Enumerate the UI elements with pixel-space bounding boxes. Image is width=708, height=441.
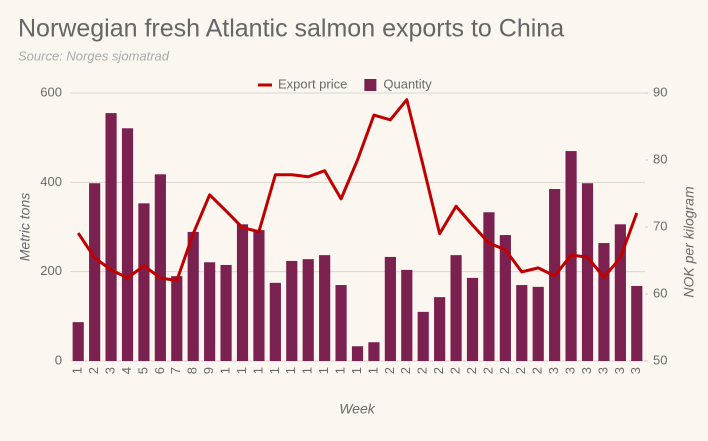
bar xyxy=(384,256,396,361)
bar xyxy=(417,311,429,361)
bar xyxy=(253,230,265,361)
legend-label: Export price xyxy=(278,76,347,91)
bar xyxy=(204,262,216,361)
x-tick-label: 1 xyxy=(234,367,249,374)
x-tick-label: 2 xyxy=(464,367,479,374)
bar xyxy=(335,285,347,361)
x-tick-label: 2 xyxy=(382,367,397,374)
x-tick-label: 1 xyxy=(218,367,233,374)
bar xyxy=(581,183,594,361)
x-tick-label: 1 xyxy=(267,367,282,374)
y-tick-label: 400 xyxy=(40,174,62,189)
x-tick-label: 2 xyxy=(448,367,463,374)
y2-tick-label: 60 xyxy=(653,285,667,300)
bar xyxy=(631,285,643,361)
x-tick-label: 1 xyxy=(349,367,364,374)
x-tick-label: 2 xyxy=(398,367,413,374)
bar xyxy=(466,277,479,361)
x-tick-label: 3 xyxy=(579,367,594,374)
x-tick-label: 1 xyxy=(365,367,380,374)
bar xyxy=(220,264,232,361)
bar xyxy=(121,128,134,361)
x-tick-label: 4 xyxy=(119,367,134,374)
x-tick-label: 3 xyxy=(595,367,610,374)
x-tick-label: 2 xyxy=(480,367,495,374)
bar xyxy=(516,285,528,361)
x-tick-label: 5 xyxy=(135,367,150,374)
legend-swatch xyxy=(364,79,377,91)
x-tick-label: 3 xyxy=(546,367,561,374)
x-tick-label: 2 xyxy=(415,367,430,374)
legend-label: Quantity xyxy=(383,76,432,91)
x-tick-label: 6 xyxy=(152,367,167,374)
bar xyxy=(598,243,610,361)
bar xyxy=(154,174,166,361)
bar xyxy=(302,259,314,361)
y-tick-label: 600 xyxy=(40,84,62,99)
bar xyxy=(351,346,364,361)
chart-title: Norwegian fresh Atlantic salmon exports … xyxy=(18,15,564,43)
bar xyxy=(236,224,249,361)
y2-tick-label: 80 xyxy=(653,151,667,166)
x-tick-label: 2 xyxy=(530,367,545,374)
x-tick-label: 2 xyxy=(431,367,446,374)
x-tick-label: 1 xyxy=(333,367,348,374)
bar xyxy=(483,212,495,361)
x-tick-label: 8 xyxy=(185,367,200,374)
x-tick-label: 1 xyxy=(283,367,298,374)
y2-tick-label: 90 xyxy=(653,84,667,99)
bar xyxy=(368,342,380,361)
chart-subtitle: Source: Norges sjomatrad xyxy=(18,48,170,63)
x-tick-label: 9 xyxy=(201,367,216,374)
x-tick-label: 3 xyxy=(628,367,643,374)
y-tick-label: 0 xyxy=(55,352,62,367)
bar xyxy=(187,231,199,361)
x-tick-label: 2 xyxy=(86,367,101,374)
bar xyxy=(89,183,101,361)
bar xyxy=(614,224,626,361)
bar xyxy=(72,322,84,361)
x-tick-label: 3 xyxy=(612,367,627,374)
y-tick-label: 200 xyxy=(40,263,62,278)
x-tick-label: 2 xyxy=(513,367,528,374)
x-tick-label: 2 xyxy=(497,367,512,374)
line xyxy=(76,98,639,283)
bar xyxy=(532,286,544,361)
bar xyxy=(138,203,150,361)
bar xyxy=(434,297,446,361)
bar xyxy=(319,255,331,361)
y2-tick-label: 50 xyxy=(653,352,667,367)
x-axis-label: Week xyxy=(339,401,376,417)
y-axis-label: Metric tons xyxy=(17,193,33,261)
x-tick-label: 7 xyxy=(168,367,183,374)
bar xyxy=(499,235,511,361)
y2-tick-label: 70 xyxy=(653,218,667,233)
x-tick-label: 3 xyxy=(563,367,578,374)
x-tick-label: 1 xyxy=(316,367,331,374)
bar xyxy=(286,260,298,361)
x-tick-label: 1 xyxy=(70,367,85,374)
bar xyxy=(269,282,281,361)
bar xyxy=(171,276,183,361)
x-tick-label: 1 xyxy=(250,367,265,374)
bar xyxy=(450,255,462,361)
x-tick-label: 3 xyxy=(103,367,118,374)
y2-axis-label: NOK per kilogram xyxy=(681,186,697,298)
x-tick-label: 1 xyxy=(300,367,315,374)
bar xyxy=(105,113,117,361)
bar xyxy=(401,269,413,361)
